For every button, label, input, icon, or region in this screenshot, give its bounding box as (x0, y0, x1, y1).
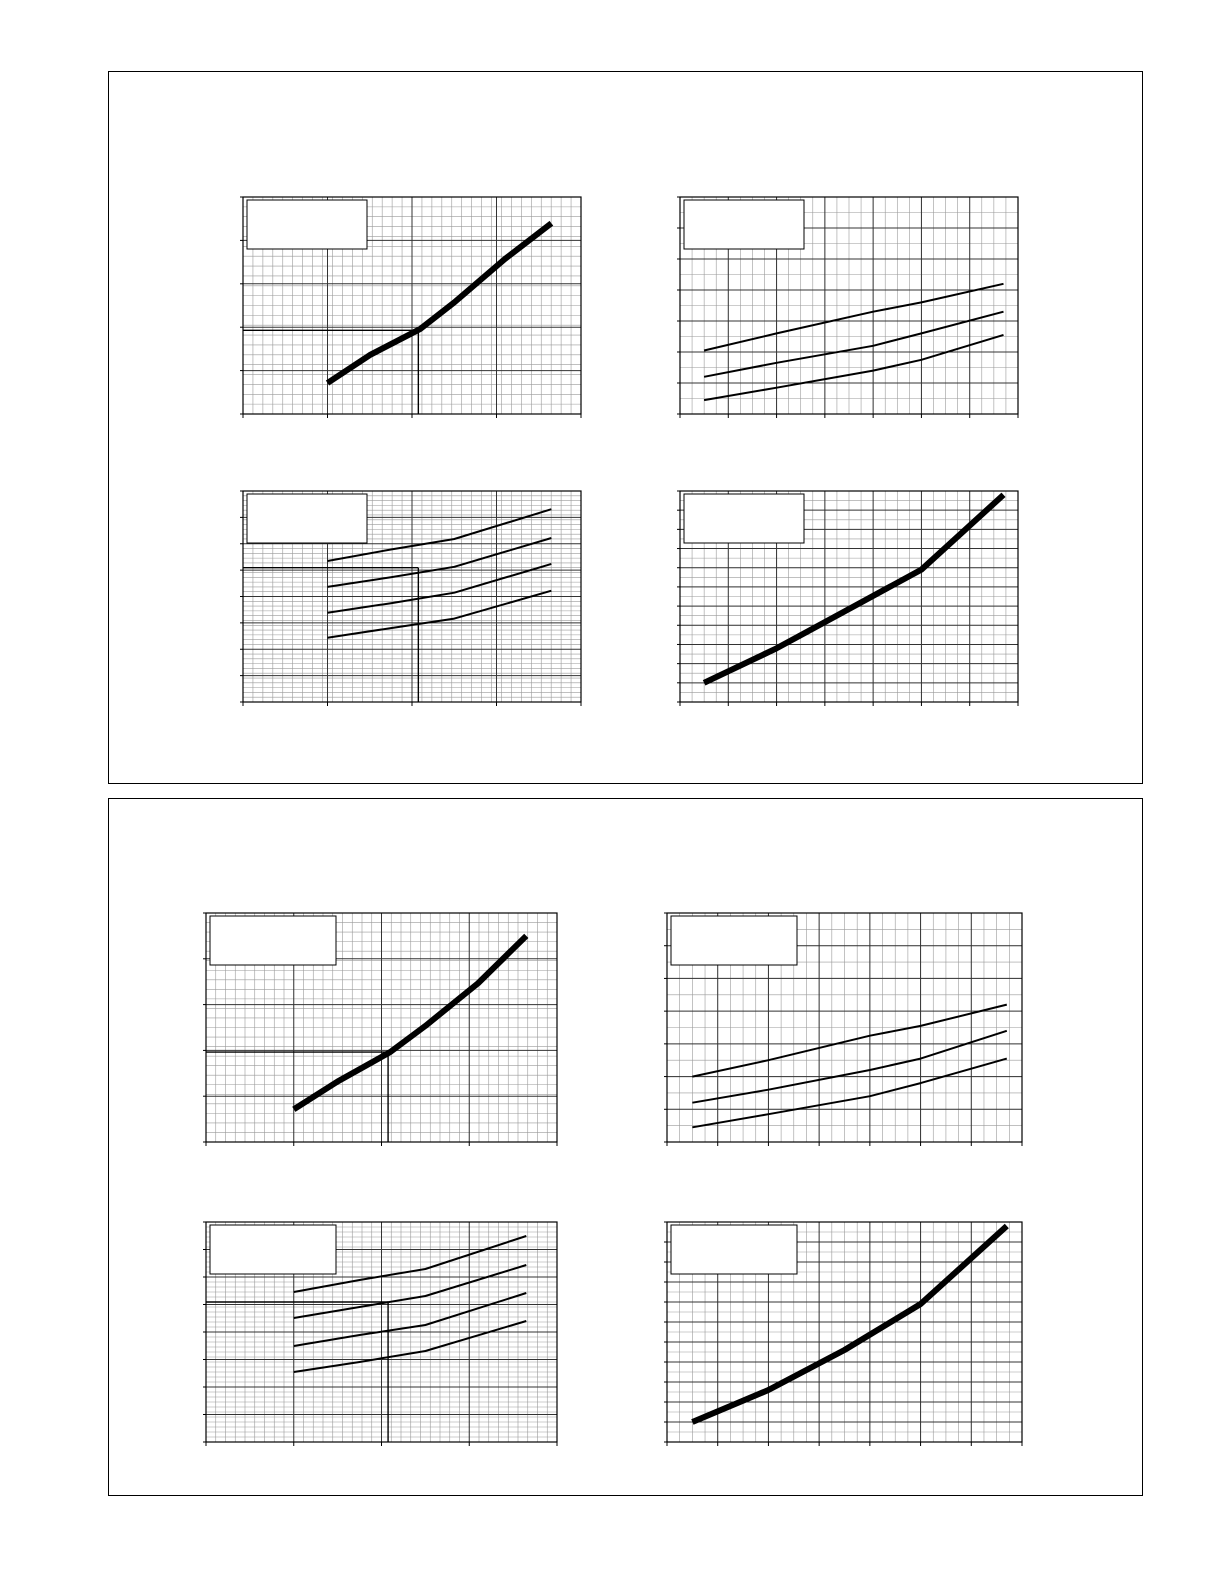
series-line-4 (327, 589, 552, 639)
plot-frame (666, 1221, 1023, 1443)
series-line-1 (692, 1003, 1008, 1078)
legend-box (670, 915, 798, 966)
series-line-1 (702, 492, 1006, 686)
series-line-1 (292, 933, 529, 1112)
performance-panel-bottom (108, 798, 1143, 1496)
legend-box (683, 493, 805, 544)
series-line-2 (703, 310, 1004, 378)
legend-box (246, 199, 368, 250)
grid-lines (680, 197, 1018, 414)
series-line-3 (327, 562, 552, 614)
grid-lines (680, 491, 1018, 702)
performance-panel-top (108, 71, 1143, 784)
legend-box (683, 199, 805, 250)
series-line-2 (692, 1029, 1008, 1104)
grid-lines (667, 1222, 1022, 1442)
legend-box (209, 915, 337, 966)
chart-bottom-left-lower (203, 1221, 558, 1446)
chart-middle-right (677, 490, 1019, 706)
chart-middle-left (240, 490, 582, 706)
plot-frame (679, 490, 1019, 703)
chart-top-right (677, 196, 1019, 418)
series-line-2 (327, 537, 552, 588)
series-line-3 (703, 333, 1004, 402)
plot-frame (666, 912, 1023, 1143)
series-line-1 (703, 282, 1004, 352)
series-line-3 (692, 1057, 1008, 1129)
series-line-3 (293, 1292, 527, 1347)
legend-box (209, 1224, 337, 1275)
series-line-1 (325, 220, 554, 386)
plot-frame (679, 196, 1019, 415)
chart-bottom-right-upper (664, 912, 1023, 1146)
chart-bottom-right-lower (664, 1221, 1023, 1446)
legend-box (670, 1224, 798, 1275)
series-line-2 (293, 1264, 527, 1319)
chart-top-left (240, 196, 582, 418)
series-line-4 (293, 1320, 527, 1373)
series-line-1 (691, 1223, 1009, 1425)
series-line-1 (293, 1235, 527, 1293)
legend-box (246, 493, 368, 544)
chart-bottom-left-upper (203, 912, 558, 1146)
series-line-1 (327, 508, 552, 562)
